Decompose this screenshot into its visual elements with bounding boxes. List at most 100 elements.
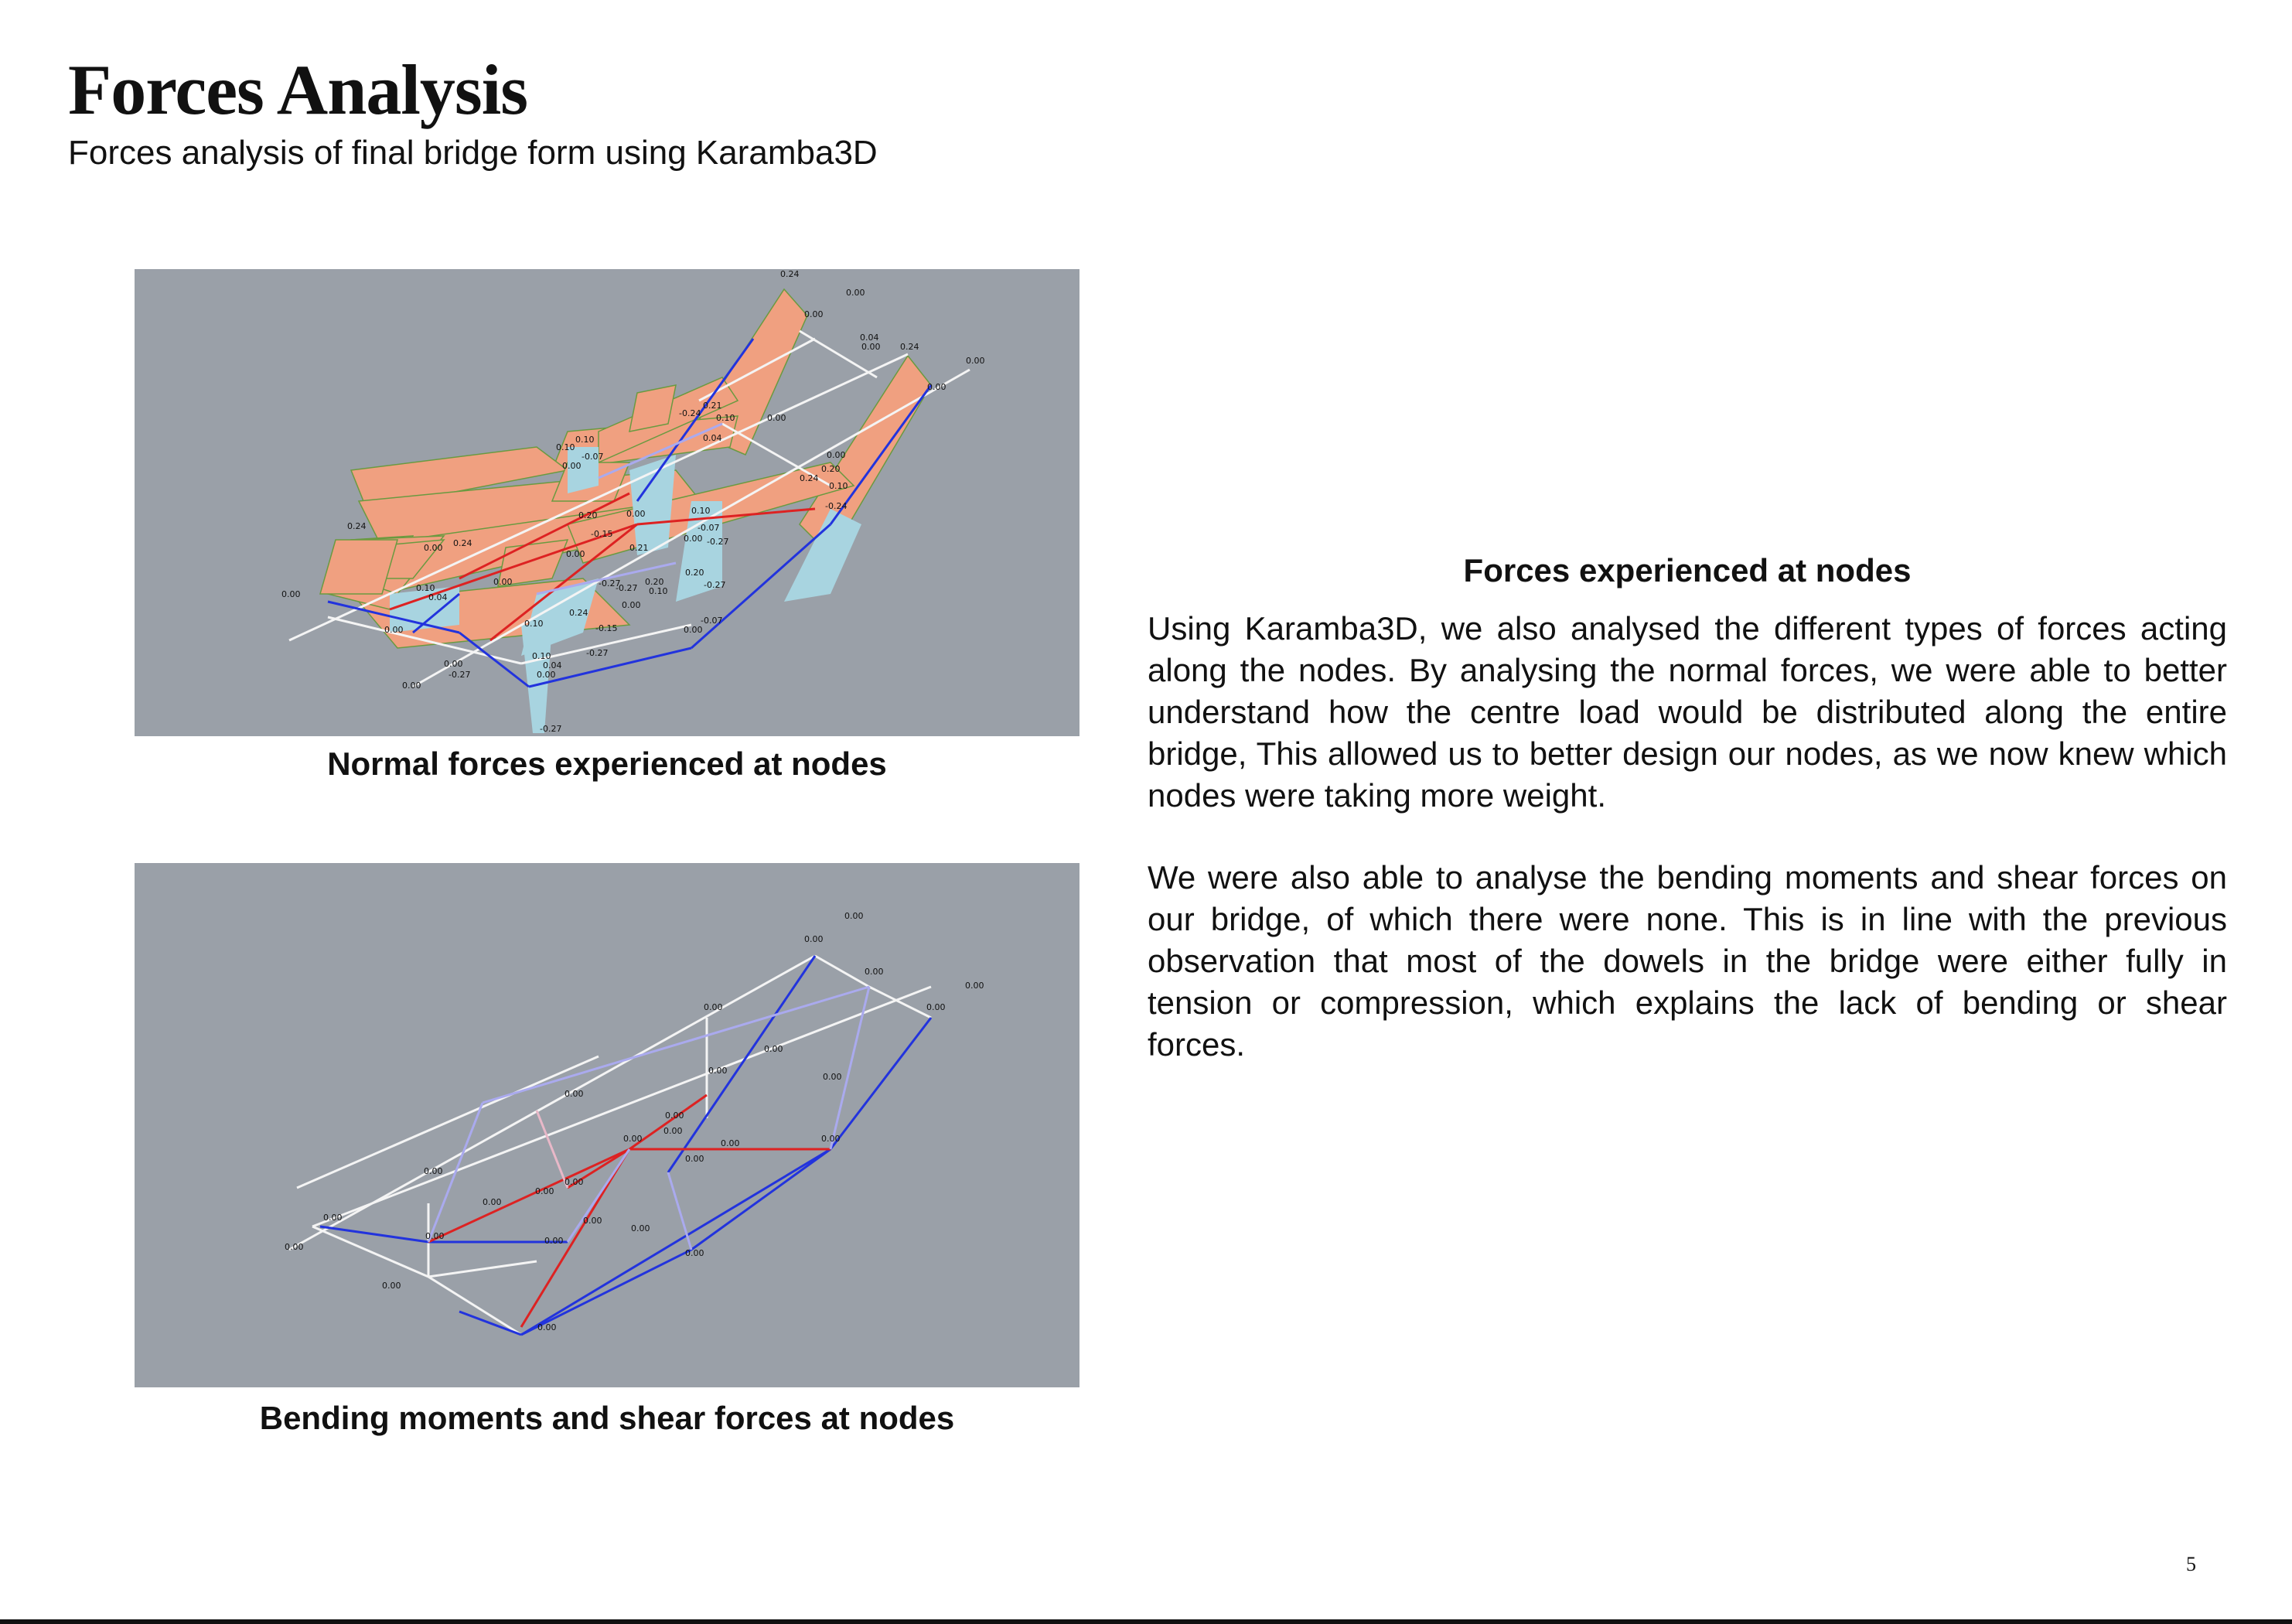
bending-shear-caption: Bending moments and shear forces at node… <box>259 1400 955 1436</box>
node-label: -0.15 <box>591 529 612 539</box>
tension-member <box>829 384 933 525</box>
node-label: 0.00 <box>966 356 985 366</box>
compression-member <box>389 523 638 611</box>
node-label: 0.20 <box>645 577 664 587</box>
node-label: 0.00 <box>483 1197 502 1207</box>
page-number: 5 <box>2186 1553 2196 1575</box>
deck-member <box>312 985 932 1228</box>
node-label: 0.00 <box>285 1242 304 1252</box>
node-label: 0.10 <box>575 435 595 445</box>
node-label: 0.00 <box>623 1134 643 1144</box>
tension-surface <box>568 447 599 493</box>
node-label: 0.00 <box>804 309 824 319</box>
tension-surface <box>521 625 552 733</box>
node-label: 0.00 <box>865 967 884 977</box>
deck-member <box>799 329 878 379</box>
deck-member <box>698 337 816 402</box>
node-label: 0.10 <box>716 413 735 423</box>
node-label: 0.00 <box>927 382 946 392</box>
node-label: 0.24 <box>347 521 367 531</box>
node-label: 0.00 <box>721 1138 740 1148</box>
node-label: 0.00 <box>444 659 463 669</box>
node-label: 0.04 <box>543 660 562 670</box>
node-label: 0.00 <box>926 1002 946 1012</box>
compression-member <box>567 1148 630 1189</box>
deck-member <box>288 353 909 642</box>
node-label: -0.24 <box>825 501 847 511</box>
node-label: 0.00 <box>965 981 984 991</box>
node-label: 0.00 <box>685 1248 704 1258</box>
node-label: 0.00 <box>767 413 786 423</box>
tension-surfaces <box>390 447 861 733</box>
node-label: -0.27 <box>540 724 561 734</box>
node-label: 0.00 <box>804 934 824 944</box>
node-label: 0.00 <box>861 342 881 352</box>
node-label: 0.00 <box>566 549 585 559</box>
node-label: 0.00 <box>708 1066 728 1076</box>
node-label: -0.24 <box>679 408 701 418</box>
tension-member <box>528 647 692 688</box>
tension-member <box>459 631 530 688</box>
node-label: 0.00 <box>685 1154 704 1164</box>
tension-member <box>520 1248 692 1336</box>
compression-member <box>428 1148 630 1244</box>
tension-member <box>829 1017 933 1150</box>
node-label: 0.00 <box>281 589 301 599</box>
node-label: 0.10 <box>829 481 848 491</box>
normal-forces-caption: Normal forces experienced at nodes <box>327 745 887 782</box>
node-label: 0.00 <box>425 1231 445 1241</box>
node-label: 0.00 <box>402 681 421 691</box>
tension-member <box>459 1310 522 1336</box>
page-title: Forces Analysis <box>68 50 528 129</box>
node-label: 0.00 <box>663 1126 683 1136</box>
node-label: 0.24 <box>780 269 800 279</box>
node-label: 0.00 <box>823 1072 842 1082</box>
node-label: 0.10 <box>649 586 668 596</box>
tension-member <box>412 592 460 634</box>
tension-member <box>319 1225 429 1244</box>
node-label: 0.00 <box>564 1177 584 1187</box>
node-label: 0.00 <box>665 1111 684 1121</box>
compression-member <box>636 507 816 526</box>
node-label: 0.00 <box>323 1213 343 1223</box>
node-label: 0.10 <box>416 583 435 593</box>
deck-member <box>868 985 932 1019</box>
node-label: 0.00 <box>764 1044 783 1054</box>
node-label: 0.00 <box>827 450 846 460</box>
compression-member <box>520 1148 631 1328</box>
lilac-member <box>667 1172 693 1250</box>
node-label: 0.21 <box>629 543 649 553</box>
lilac-member <box>427 1102 484 1243</box>
node-label: 0.00 <box>424 543 443 553</box>
node-label: 0.20 <box>685 568 704 578</box>
node-label: 0.00 <box>583 1216 602 1226</box>
node-label: -0.07 <box>582 452 603 462</box>
node-label: 0.00 <box>704 1002 723 1012</box>
deck-member <box>412 368 970 688</box>
footer-rule <box>0 1619 2292 1624</box>
normal-forces-figure: 0.24 0.00 0.00 0.04 0.24 0.00 0.00 0.00 … <box>135 269 1079 736</box>
deck-member <box>312 1225 429 1278</box>
node-label: 0.00 <box>537 670 556 680</box>
tension-surface <box>676 501 722 602</box>
tension-surface <box>629 455 676 555</box>
compression-member <box>459 492 630 580</box>
node-label: 0.20 <box>821 464 841 474</box>
node-label: 0.24 <box>453 538 472 548</box>
node-moment-labels: 0.00 0.00 0.00 0.00 0.00 0.00 0.00 0.00 … <box>285 911 984 1332</box>
node-label: 0.00 <box>544 1236 564 1246</box>
node-label: 0.00 <box>537 1322 557 1332</box>
node-label: 0.00 <box>684 534 703 544</box>
node-label: -0.07 <box>701 616 722 626</box>
node-label: 0.00 <box>821 1134 841 1144</box>
node-label: -0.07 <box>697 523 719 533</box>
node-label: 0.00 <box>844 911 864 921</box>
deck-member <box>428 1260 537 1278</box>
node-label: 0.00 <box>424 1166 443 1176</box>
section-heading: Forces experienced at nodes <box>1463 552 1912 589</box>
lilac-member <box>482 985 870 1104</box>
node-label: 0.00 <box>631 1223 650 1233</box>
deck-member <box>428 1275 522 1336</box>
tension-member <box>691 523 831 650</box>
compression-member <box>489 523 638 642</box>
